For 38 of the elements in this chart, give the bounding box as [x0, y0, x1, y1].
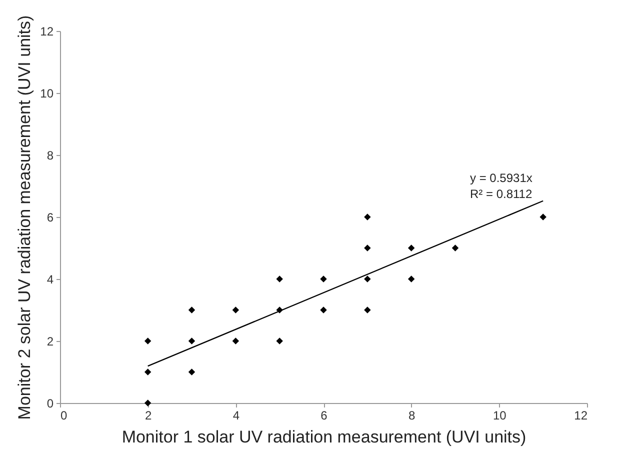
- x-tick-label: 2: [144, 408, 152, 422]
- point: [188, 306, 196, 314]
- point: [276, 276, 283, 282]
- point: [144, 400, 152, 406]
- point: [452, 244, 459, 252]
- point: [188, 338, 196, 344]
- point: [364, 214, 371, 220]
- point: [320, 276, 327, 282]
- y-tick-label: 4: [46, 272, 54, 286]
- point: [276, 338, 283, 344]
- annotation: y = 0.5931x: [470, 171, 532, 185]
- point: [232, 338, 240, 344]
- point: [144, 338, 152, 344]
- point: [540, 214, 546, 220]
- annotation: R² = 0.8112: [470, 187, 532, 201]
- point: [364, 306, 371, 314]
- point: [364, 244, 371, 252]
- point: [408, 244, 415, 252]
- x-tick-label: 6: [320, 408, 328, 422]
- x-tick-label: 8: [408, 408, 416, 422]
- x-tick-label: 4: [232, 408, 240, 422]
- y-axis-title: Monitor 2 solar UV radiation measurement (UVI units): [15, 15, 34, 420]
- y-tick-label: 12: [40, 24, 54, 38]
- y-tick-label: 10: [40, 86, 54, 100]
- x-tick-label: 12: [574, 408, 588, 422]
- x-axis-title: Monitor 1 solar UV radiation measurement (UVI units): [122, 428, 526, 446]
- x-tick-label: 0: [60, 408, 68, 422]
- point: [320, 306, 327, 314]
- x-tick-label: 10: [492, 408, 507, 422]
- point: [408, 276, 415, 282]
- point: [364, 276, 371, 282]
- y-tick-label: 8: [46, 148, 54, 162]
- y-tick-label: 6: [46, 210, 54, 224]
- y-tick-label: 2: [46, 334, 54, 348]
- point: [188, 368, 196, 376]
- point: [144, 368, 152, 376]
- point: [232, 306, 240, 314]
- y-tick-label: 0: [46, 396, 54, 410]
